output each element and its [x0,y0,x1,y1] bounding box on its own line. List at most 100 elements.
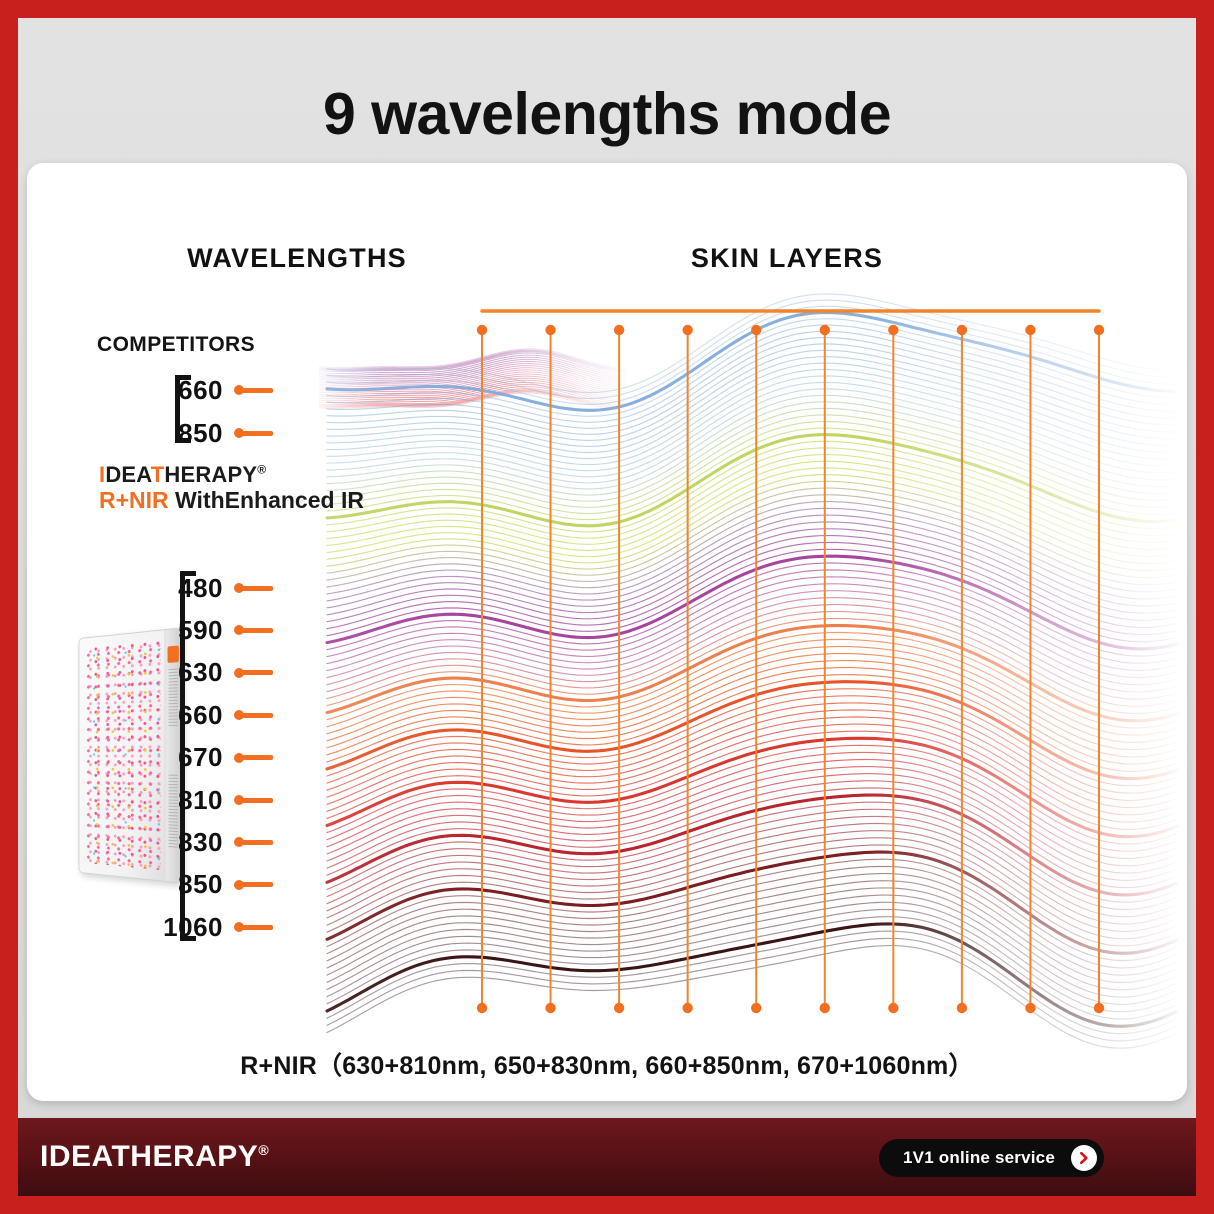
wavelength-wave-line [326,766,1178,867]
wavelength-wave-line [326,801,1178,903]
wavelength-wave-line [326,744,1178,845]
wavelength-swatch [234,385,273,395]
wavelength-wave-line [326,638,1178,736]
wavelength-wave-line [326,674,1178,772]
wavelength-wave-line [326,401,1178,496]
wavelength-wave-line [326,930,1178,1035]
wavelength-wave-line [326,945,1178,1049]
wavelength-wave-line [326,837,1178,940]
wavelength-wave-line [326,908,1178,1013]
competitor-wave-line [318,362,628,383]
tagline-accent: R+NIR [99,486,169,513]
wavelength-wave-line [326,844,1178,947]
wavelength-wave-line [326,688,1178,787]
wavelength-wave-line [326,901,1178,1005]
footer-registered-mark: ® [258,1142,270,1158]
wavelength-value: 660 [178,374,223,405]
competitors-label: COMPETITORS [97,333,256,356]
wavelength-wave-line [326,474,1178,565]
ideatherapy-bracket [180,571,196,941]
wavelength-value: 590 [178,614,223,645]
wavelength-wave-line [326,375,1178,472]
wavelength-wave-line [326,808,1178,911]
wavelength-wave-line [326,695,1178,794]
registered-mark: ® [257,462,267,477]
wavelength-wave-line [326,356,1178,454]
competitors-bracket [175,375,191,443]
competitor-wave-line [318,356,628,377]
wavelength-swatch [234,583,273,593]
content-card: WAVELENGTHS SKIN LAYERS COMPETITORS 660 8… [27,163,1187,1101]
brand-tagline: R+NIR WithEnhanced IR [99,486,364,514]
wavelength-wave-line [326,631,1178,729]
wavelength-wave-line [326,362,1178,460]
online-service-label: 1V1 online service [903,1148,1055,1167]
wavelength-row: 1060 [137,911,273,942]
wavelength-highlight-line [325,736,1179,839]
wavelength-wave-line [326,815,1178,918]
wavelength-wave-line [326,501,1178,593]
wavelength-wave-line [326,858,1178,962]
wavelength-wave-line [326,780,1178,881]
wavelength-wave-line [326,487,1178,579]
wavelength-row: 480 [137,573,273,603]
wavelength-value: 660 [178,699,223,730]
competitor-wave-line [318,369,628,389]
wavelength-highlight-line [325,433,1179,528]
stage-panel: 9 wavelengths mode [18,18,1196,1118]
wavelength-wave-line [326,773,1178,874]
competitor-wave-line [318,381,628,401]
chart-caption: R+NIR（630+810nm, 650+830nm, 660+850nm, 6… [240,1052,974,1080]
footer-bar: IDEATHERAPY® 1V1 online service [18,1118,1196,1196]
wavelength-wave-line [326,514,1178,607]
page-title: 9 wavelengths mode [322,81,892,147]
wavelength-wave-line [326,716,1178,816]
wavelength-value: 1060 [163,911,223,942]
competitor-wave-line [318,389,628,409]
wavelength-row: 850 [137,417,273,448]
ideatherapy-wave-bundle [325,293,1179,1049]
wavelength-wave-line [326,343,1178,441]
wavelength-highlight-line [325,554,1179,651]
brand-block: IDEATHERAPY® R+NIR WithEnhanced IR [99,462,364,514]
brand-letters-herapy: HERAPY [164,462,258,487]
wavelength-swatch [234,837,273,848]
wavelength-wave-line [326,337,1178,435]
wavelength-wave-line [326,723,1178,823]
wavelength-row: 660 [137,699,273,730]
competitor-wave-line [318,392,627,410]
chevron-right-icon [1071,1145,1097,1171]
footer-logo: IDEATHERAPY® [40,1140,269,1174]
wavelength-wave-line [326,830,1178,932]
wavelength-wave-line [326,394,1178,490]
wavelength-value: 850 [178,417,223,448]
wavelength-wave-line [326,460,1178,552]
wavelength-wave-line [326,590,1178,686]
wavelength-wave-line [326,758,1178,860]
wavelength-swatch [234,710,273,721]
wavelength-swatch [234,625,273,636]
wavelength-wave-line [326,407,1178,502]
wavelength-wave-line [326,330,1178,429]
wavelength-wave-line [326,521,1178,614]
wavelength-value: 830 [178,826,223,857]
wavelength-wave-line [326,562,1178,657]
wavelength-wave-line [326,660,1178,758]
online-service-button[interactable]: 1V1 online service [879,1139,1104,1177]
wavelength-wave-line [326,709,1178,809]
brand-letter-t: T [150,462,165,487]
wavelength-wave-line [326,597,1178,693]
brand-letters-dea: DEA [105,462,151,487]
wavelength-value: 850 [178,869,223,900]
competitor-wave-line [318,348,628,369]
wavelength-wave-line [326,576,1178,671]
wavelength-highlight-line [325,850,1179,955]
wavelength-wave-line [326,865,1178,969]
wavelengths-heading: WAVELENGTHS [187,243,407,273]
wavelength-value: 670 [178,742,223,773]
wavelength-wave-line [326,937,1178,1042]
wavelength-wave-line [326,427,1178,521]
wavelength-wave-line [326,507,1178,600]
wavelength-swatch [234,922,273,933]
